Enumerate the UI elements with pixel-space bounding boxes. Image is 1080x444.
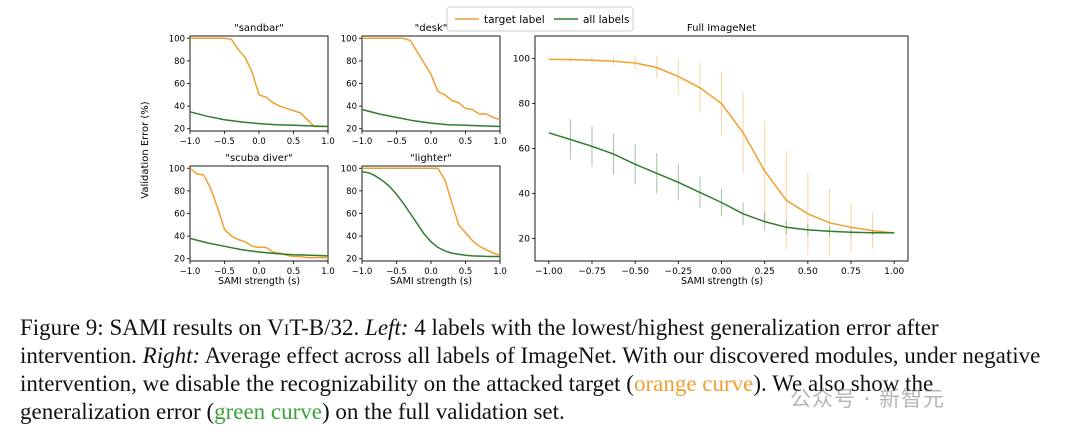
x-tick-label: −0.5 bbox=[386, 137, 407, 147]
sami-xlabel-mid: SAMI strength (s) bbox=[390, 276, 472, 287]
x-tick-label: −0.5 bbox=[386, 267, 407, 277]
y-tick-label: 20 bbox=[519, 235, 531, 245]
x-tick-label: 0.5 bbox=[459, 137, 473, 147]
x-tick-label: −0.25 bbox=[665, 267, 693, 277]
y-tick-label: 20 bbox=[346, 255, 357, 265]
x-tick-label: 0.5 bbox=[459, 267, 473, 277]
figure-caption: Figure 9: SAMI results on ViT-B/32. Left… bbox=[20, 314, 1060, 426]
caption-label: Figure 9: SAMI results on bbox=[20, 315, 268, 340]
x-tick-label: 1.0 bbox=[321, 267, 335, 277]
x-tick-label: 0.0 bbox=[424, 267, 438, 277]
x-tick-label: −0.75 bbox=[578, 267, 606, 277]
x-tick-label: 1.0 bbox=[321, 137, 335, 147]
x-tick-label: −0.50 bbox=[621, 267, 649, 277]
y-tick-label: 40 bbox=[346, 102, 357, 112]
x-tick-label: 1.0 bbox=[493, 267, 507, 277]
y-tick-label: 80 bbox=[174, 57, 185, 67]
series-line-target-label bbox=[190, 37, 328, 128]
caption-p1: . bbox=[353, 315, 366, 340]
x-tick-label: −1.00 bbox=[535, 267, 563, 277]
caption-p4: ). We also show the generalization error… bbox=[20, 371, 934, 424]
y-tick-label: 40 bbox=[174, 232, 185, 242]
y-tick-label: 100 bbox=[169, 164, 185, 174]
series-line-all-labels bbox=[361, 170, 500, 258]
subplot-title: "sandbar" bbox=[234, 23, 284, 34]
x-tick-label: 0.5 bbox=[287, 137, 301, 147]
watermark: 公众号 · 新智元 bbox=[790, 387, 946, 411]
legend: target label all labels bbox=[446, 6, 634, 32]
y-tick-label: 20 bbox=[174, 125, 185, 135]
subplot-scuba-diver: "scuba diver" −1.0 −0.5 0.0 0.5 1.0 20 40 60 80 10… bbox=[169, 153, 335, 277]
series-line-target-label bbox=[548, 58, 895, 234]
x-tick-label: −0.5 bbox=[214, 137, 235, 147]
y-tick-label: 60 bbox=[174, 80, 185, 90]
y-tick-label: 80 bbox=[519, 100, 531, 110]
caption-orange-curve: orange curve bbox=[633, 371, 754, 396]
shared-ylabel: Validation Error (%) bbox=[140, 101, 151, 199]
y-tick-label: 60 bbox=[346, 80, 357, 90]
y-tick-label: 80 bbox=[174, 187, 185, 197]
axes-frame bbox=[361, 35, 501, 132]
y-tick-label: 100 bbox=[341, 164, 357, 174]
caption-right-label: Right: bbox=[142, 343, 201, 368]
series-line-target-label bbox=[189, 167, 328, 259]
y-tick-label: 60 bbox=[174, 210, 185, 220]
y-tick-label: 60 bbox=[519, 145, 531, 155]
x-tick-label: 0.75 bbox=[841, 267, 861, 277]
subplot-lighter: "lighter" −1.0 −0.5 0.0 0.5 1.0 20 40 60 80 100 bbox=[341, 153, 507, 277]
subplot-full-imagenet: Full ImageNet −1.00 −0.75 −0.50 −0.25 0.00 0.2… bbox=[513, 23, 909, 277]
x-tick-label: 1.0 bbox=[493, 137, 507, 147]
caption-green-curve: green curve bbox=[214, 399, 323, 424]
x-tick-label: 0.0 bbox=[424, 137, 438, 147]
series-line-all-labels bbox=[189, 111, 329, 128]
series-line-all-labels bbox=[189, 237, 329, 257]
caption-model: ViT-B/32 bbox=[267, 315, 354, 340]
x-tick-label: 0.25 bbox=[755, 267, 775, 277]
x-tick-label: 1.00 bbox=[884, 267, 904, 277]
x-tick-label: 0.50 bbox=[798, 267, 818, 277]
sami-xlabel-right: SAMI strength (s) bbox=[681, 276, 763, 287]
x-tick-label: −0.5 bbox=[214, 267, 235, 277]
subplot-sandbar: "sandbar" −1.0 −0.5 0.0 0.5 1.0 20 40 60 80 100 bbox=[169, 23, 335, 147]
x-tick-label: −1.0 bbox=[180, 137, 201, 147]
series-line-target-label bbox=[362, 167, 501, 257]
x-tick-label: −1.0 bbox=[180, 267, 201, 277]
x-tick-label: −1.0 bbox=[352, 267, 373, 277]
y-tick-label: 40 bbox=[174, 102, 185, 112]
series-line-all-labels bbox=[548, 132, 895, 234]
y-tick-label: 60 bbox=[346, 210, 357, 220]
y-tick-label: 20 bbox=[174, 255, 185, 265]
x-tick-label: 0.5 bbox=[287, 267, 301, 277]
series-line-target-label bbox=[362, 37, 501, 121]
y-tick-label: 100 bbox=[513, 55, 530, 65]
subplot-title: "desk" bbox=[415, 23, 448, 34]
y-tick-label: 100 bbox=[341, 34, 357, 44]
y-tick-label: 80 bbox=[346, 187, 357, 197]
subplot-desk: "desk" −1.0 −0.5 0.0 0.5 1.0 20 40 60 80 100 bbox=[341, 23, 507, 147]
caption-left-label: Left: bbox=[365, 315, 409, 340]
y-tick-label: 40 bbox=[519, 190, 531, 200]
subplot-title: "lighter" bbox=[410, 153, 452, 164]
x-tick-label: 0.0 bbox=[252, 267, 266, 277]
y-tick-label: 80 bbox=[346, 57, 357, 67]
y-tick-label: 40 bbox=[346, 232, 357, 242]
legend-all-label: all labels bbox=[583, 14, 629, 26]
caption-p3: Average effect across all labels of Imag… bbox=[20, 343, 1041, 396]
x-tick-label: −1.0 bbox=[352, 137, 373, 147]
x-tick-label: 0.00 bbox=[711, 267, 731, 277]
subplot-title: "scuba diver" bbox=[225, 153, 292, 164]
y-tick-label: 100 bbox=[169, 34, 185, 44]
x-tick-label: 0.0 bbox=[252, 137, 266, 147]
subplot-title: Full ImageNet bbox=[687, 23, 756, 34]
caption-p5: ) on the full validation set. bbox=[322, 399, 565, 424]
series-line-all-labels bbox=[361, 108, 501, 128]
legend-target-label: target label bbox=[484, 14, 545, 26]
sami-xlabel-left: SAMI strength (s) bbox=[218, 276, 300, 287]
caption-p2: 4 labels with the lowest/highest general… bbox=[20, 315, 939, 368]
figure-panel: target label all labels Validation Error… bbox=[140, 6, 909, 287]
y-tick-label: 20 bbox=[346, 125, 357, 135]
